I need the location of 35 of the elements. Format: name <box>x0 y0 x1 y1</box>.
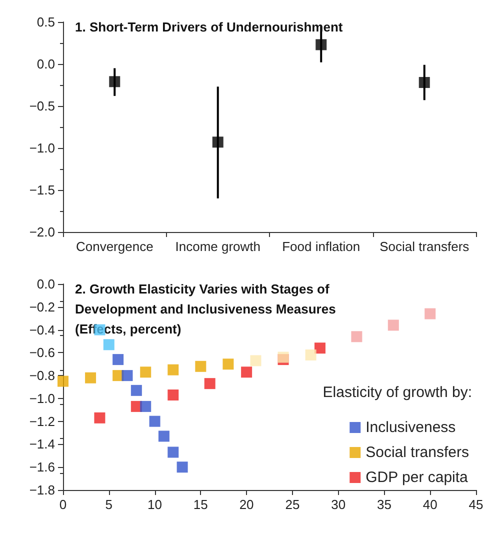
x-tick-label: Income growth <box>175 239 261 254</box>
x-tick-label: 0 <box>59 497 67 512</box>
x-tick-label: 25 <box>285 497 300 512</box>
y-tick-label: −1.6 <box>29 460 55 475</box>
x-tick-label: 40 <box>422 497 438 512</box>
y-tick-label: −0.8 <box>29 368 55 384</box>
y-tick-label: 0.0 <box>36 276 55 292</box>
chart-title: 1. Short-Term Drivers of Undernourishment <box>75 20 344 34</box>
y-tick-label: −0.2 <box>29 299 55 314</box>
legend-label: Inclusiveness <box>366 419 456 436</box>
x-tick-label: 10 <box>148 497 162 512</box>
y-tick-label: −1.0 <box>29 390 55 406</box>
y-tick-label: 0.5 <box>36 14 55 30</box>
y-tick-label: 0.0 <box>36 56 55 72</box>
x-tick-label: Social transfers <box>380 239 470 254</box>
x-tick-label: Convergence <box>76 239 154 254</box>
x-tick-label: 45 <box>468 497 484 512</box>
y-tick-label: −1.0 <box>29 140 55 156</box>
x-tick-label: 35 <box>376 497 392 512</box>
y-tick-label: −1.5 <box>29 182 55 198</box>
y-tick-label: −0.4 <box>29 322 55 338</box>
x-tick-label: 30 <box>331 497 346 512</box>
x-tick-label: Food inflation <box>282 239 360 254</box>
y-tick-label: −1.4 <box>29 436 55 452</box>
y-tick-label: −0.5 <box>29 98 55 114</box>
legend-label: Social transfers <box>366 444 469 461</box>
legend-label: GDP per capita <box>366 469 469 486</box>
y-tick-label: −1.8 <box>29 482 55 498</box>
y-tick-label: −1.2 <box>29 414 55 429</box>
x-tick-label: 5 <box>105 497 113 512</box>
y-tick-label: −2.0 <box>29 224 55 240</box>
x-tick-label: 20 <box>239 497 254 512</box>
legend-title: Elasticity of growth by: <box>322 384 472 401</box>
x-tick-label: 15 <box>193 497 208 512</box>
y-tick-label: −0.6 <box>29 345 55 360</box>
